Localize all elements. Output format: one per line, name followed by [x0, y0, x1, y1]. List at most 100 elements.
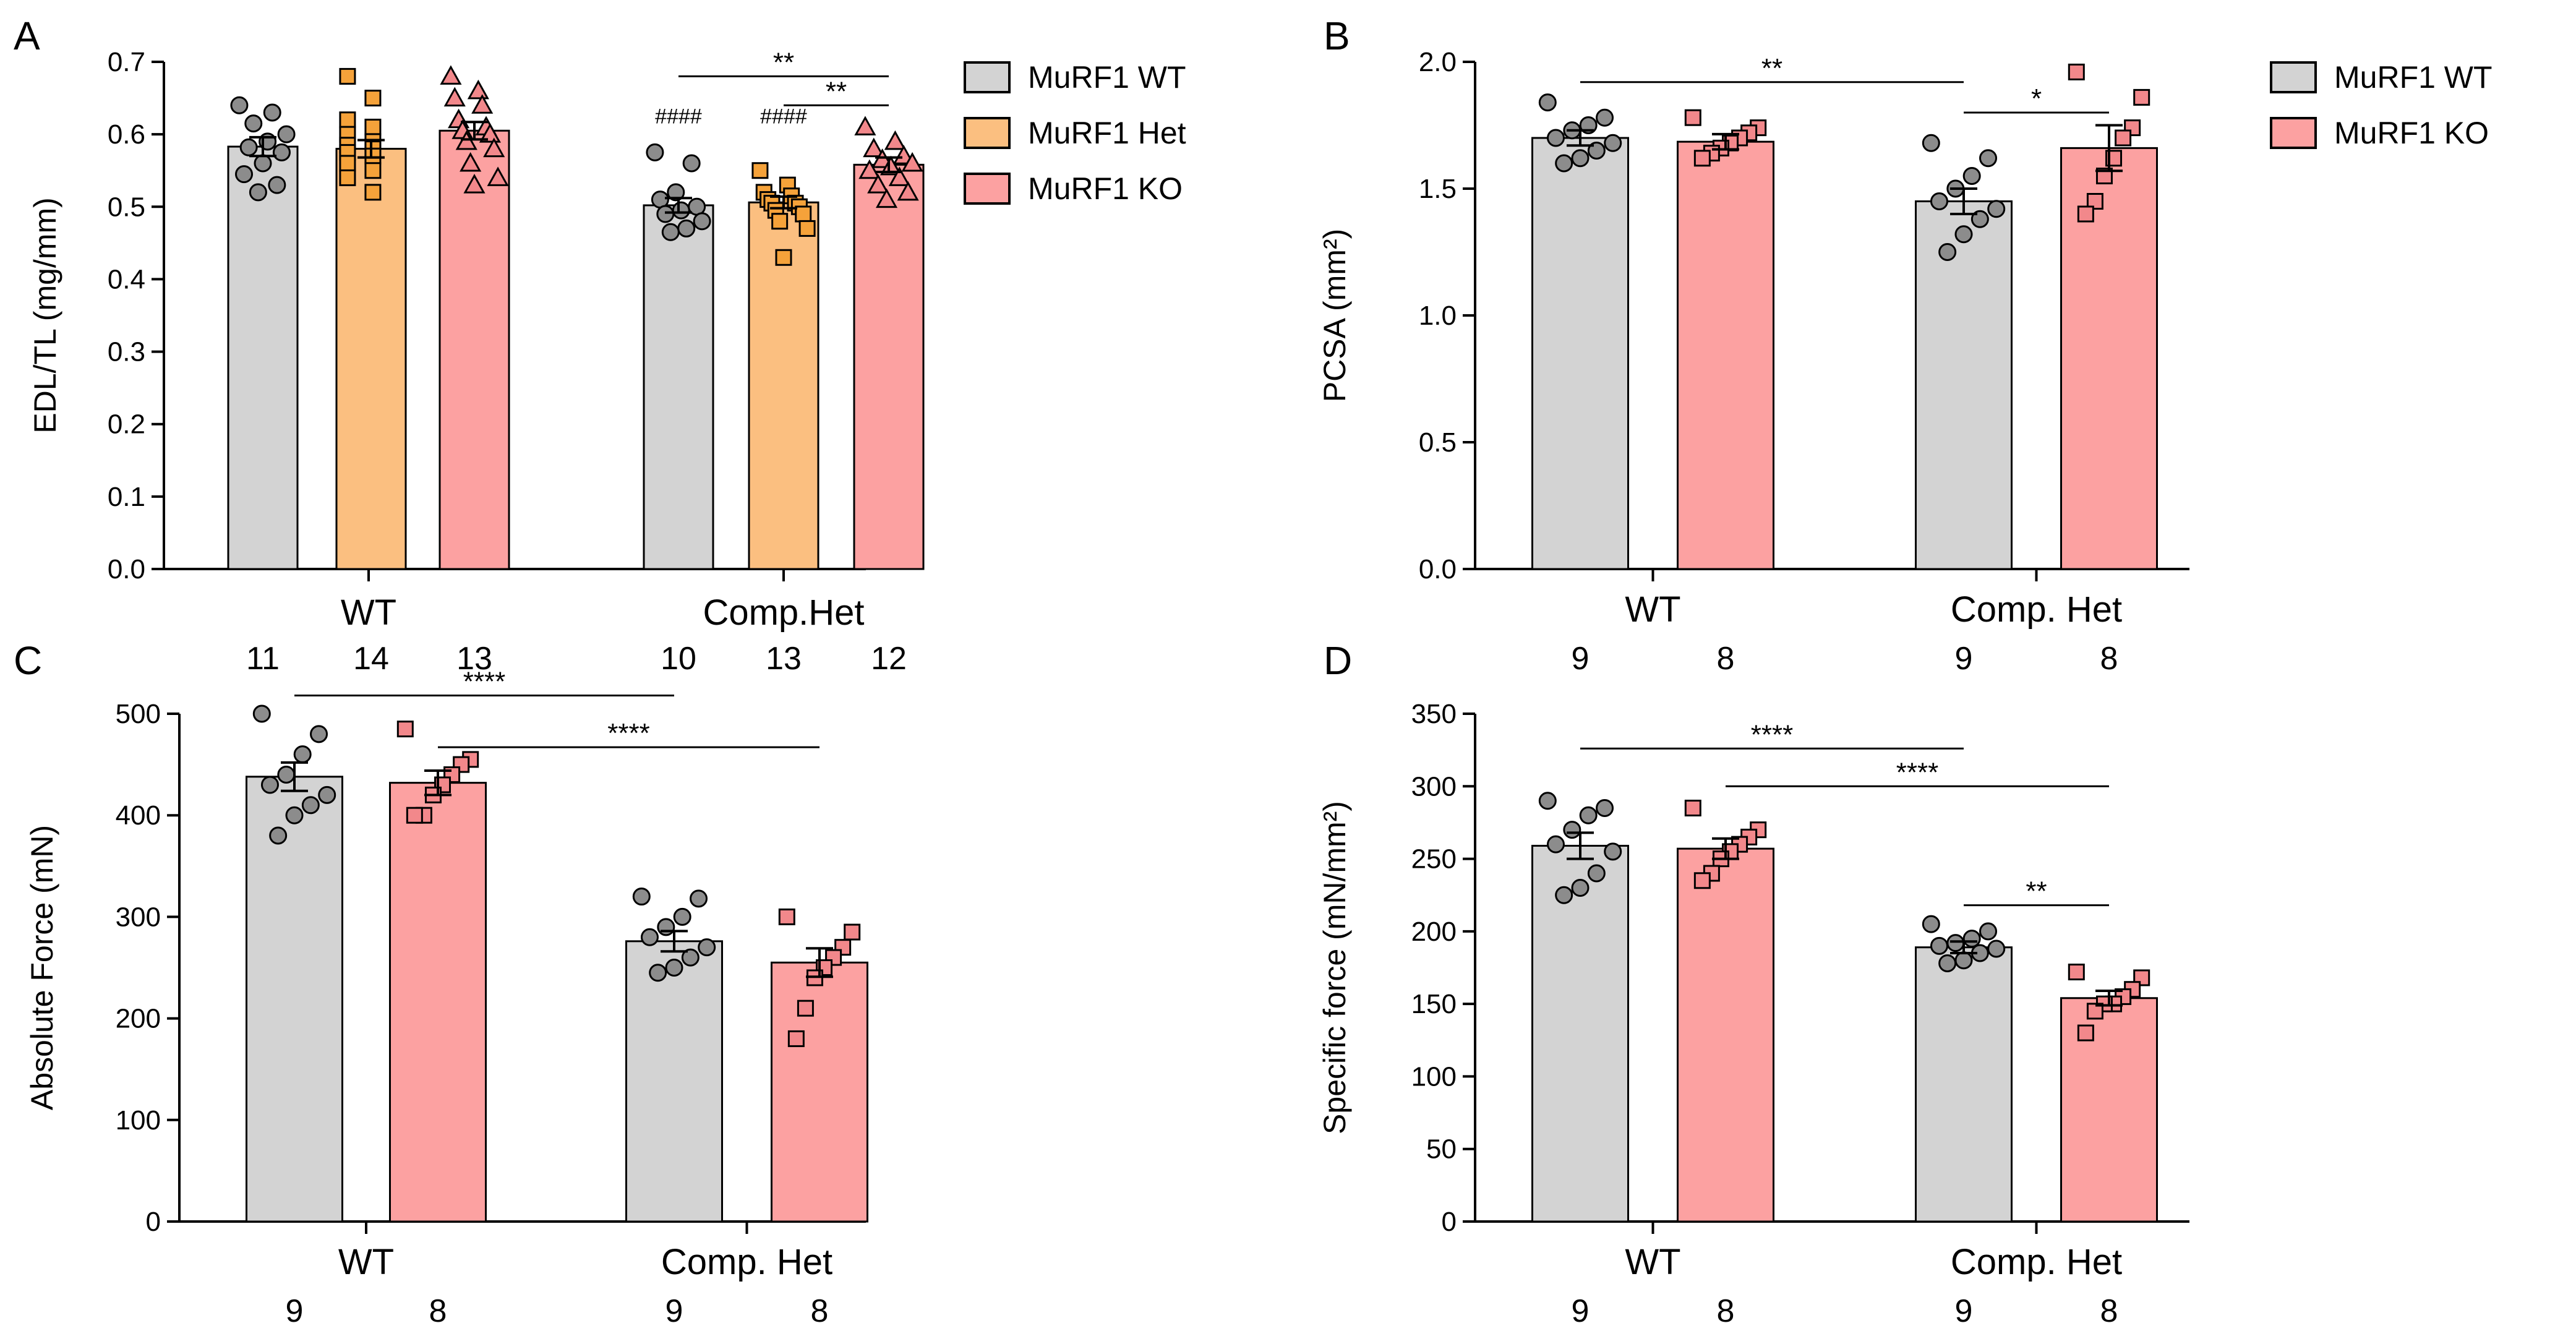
- legend: MuRF1 WT MuRF1 KO: [2270, 60, 2493, 150]
- data-point: [252, 704, 271, 723]
- data-point: [239, 138, 258, 156]
- bar-ko: [389, 782, 487, 1223]
- data-point: [1571, 878, 1590, 897]
- data-point: [795, 205, 812, 223]
- data-point: [875, 188, 898, 208]
- data-point: [897, 181, 919, 201]
- legend-swatch-het: [964, 117, 1011, 149]
- n-label: 12: [871, 641, 907, 677]
- legend-label: MuRF1 KO: [2334, 116, 2489, 150]
- data-point: [235, 165, 254, 184]
- significance-label: ****: [1896, 757, 1939, 787]
- chart-panel-a: A 0.0 0.1 0.2 0.3 0.4 0.5 0.6 0.7 EDL/TL (mg/mm) W…: [14, 14, 1186, 677]
- legend-label: MuRF1 KO: [1028, 171, 1183, 206]
- bar-ko: [439, 129, 510, 570]
- data-point: [858, 159, 881, 179]
- data-point: [751, 162, 769, 179]
- panel-letter: B: [1324, 14, 1350, 58]
- data-point: [1930, 192, 1948, 210]
- data-point: [487, 166, 509, 186]
- bar-wt: [246, 776, 343, 1223]
- data-point: [2124, 119, 2141, 137]
- data-point: [1954, 951, 1973, 970]
- n-label: 9: [1572, 1293, 1590, 1329]
- data-point: [364, 147, 382, 165]
- y-tick-label: 0.6: [108, 119, 145, 150]
- data-point: [1563, 821, 1581, 839]
- significance-label: **: [2026, 876, 2047, 907]
- data-point: [797, 999, 814, 1017]
- y-tick-label: 0.3: [108, 337, 145, 367]
- y-axis-label: EDL/TL (mg/mm): [28, 197, 62, 434]
- data-point: [1555, 154, 1573, 173]
- data-point: [460, 152, 482, 172]
- data-point: [1693, 150, 1711, 167]
- data-point: [1740, 124, 1758, 142]
- data-point: [693, 212, 711, 231]
- y-tick-label: 100: [116, 1105, 161, 1136]
- y-tick-label: 500: [116, 699, 161, 729]
- y-tick-label: 2.0: [1419, 47, 1457, 77]
- data-point: [1987, 939, 2006, 958]
- data-point: [787, 1030, 805, 1047]
- data-point: [1962, 167, 1981, 185]
- group-label: WT: [1625, 1242, 1680, 1282]
- data-point: [1684, 109, 1701, 126]
- y-tick-label: 1.5: [1419, 174, 1457, 204]
- data-point: [672, 201, 690, 220]
- data-point: [667, 183, 685, 202]
- data-point: [1922, 915, 1940, 933]
- data-point: [640, 928, 659, 946]
- y-tick-label: 0.0: [1419, 554, 1457, 584]
- data-point: [269, 826, 288, 845]
- bar-ko: [1677, 847, 1774, 1223]
- data-point: [867, 174, 889, 194]
- data-point: [443, 87, 466, 107]
- data-point: [771, 213, 789, 230]
- data-point: [272, 143, 291, 161]
- chart-panel-c: C 0 100 200 300 400 500 Absolute Force (mN) WT Co…: [14, 638, 868, 1329]
- data-point: [1979, 149, 1998, 168]
- data-point: [310, 725, 328, 743]
- legend-label: MuRF1 WT: [2334, 60, 2493, 95]
- y-tick-label: 200: [116, 1004, 161, 1034]
- panel-letter: A: [14, 14, 40, 58]
- data-point: [863, 137, 885, 158]
- data-point: [1538, 792, 1557, 810]
- data-point: [884, 130, 906, 150]
- bar-het: [335, 148, 407, 570]
- n-label: 8: [1717, 641, 1735, 677]
- data-point: [455, 130, 477, 150]
- data-point: [301, 796, 320, 815]
- data-point: [682, 154, 701, 173]
- data-point: [339, 155, 356, 172]
- data-point: [364, 90, 382, 107]
- data-point: [440, 65, 462, 85]
- group-label: WT: [1625, 589, 1680, 630]
- n-label: 8: [2100, 641, 2118, 677]
- y-tick-label: 0.1: [108, 482, 145, 512]
- data-point: [479, 123, 501, 143]
- data-point: [277, 766, 296, 784]
- n-label: 9: [1572, 641, 1590, 677]
- n-label: 10: [661, 641, 696, 677]
- n-label: 13: [766, 641, 802, 677]
- bar-wt: [1531, 844, 1629, 1223]
- data-point: [1555, 886, 1573, 904]
- data-point: [1604, 842, 1622, 861]
- bar-wt: [227, 145, 299, 570]
- y-tick-label: 300: [1411, 771, 1457, 802]
- y-tick-label: 100: [1411, 1061, 1457, 1092]
- data-point: [1596, 108, 1614, 127]
- data-point: [1938, 954, 1957, 972]
- bar-wt: [1915, 946, 2013, 1223]
- data-point: [1938, 243, 1957, 261]
- data-point: [254, 154, 272, 173]
- y-tick-label: 0.4: [108, 264, 145, 294]
- bar-wt: [1915, 200, 2013, 570]
- legend-label: MuRF1 WT: [1028, 60, 1186, 95]
- data-point: [1954, 225, 1973, 244]
- significance-label: ####: [760, 105, 807, 129]
- y-tick-label: 0.2: [108, 409, 145, 440]
- data-point: [879, 155, 902, 176]
